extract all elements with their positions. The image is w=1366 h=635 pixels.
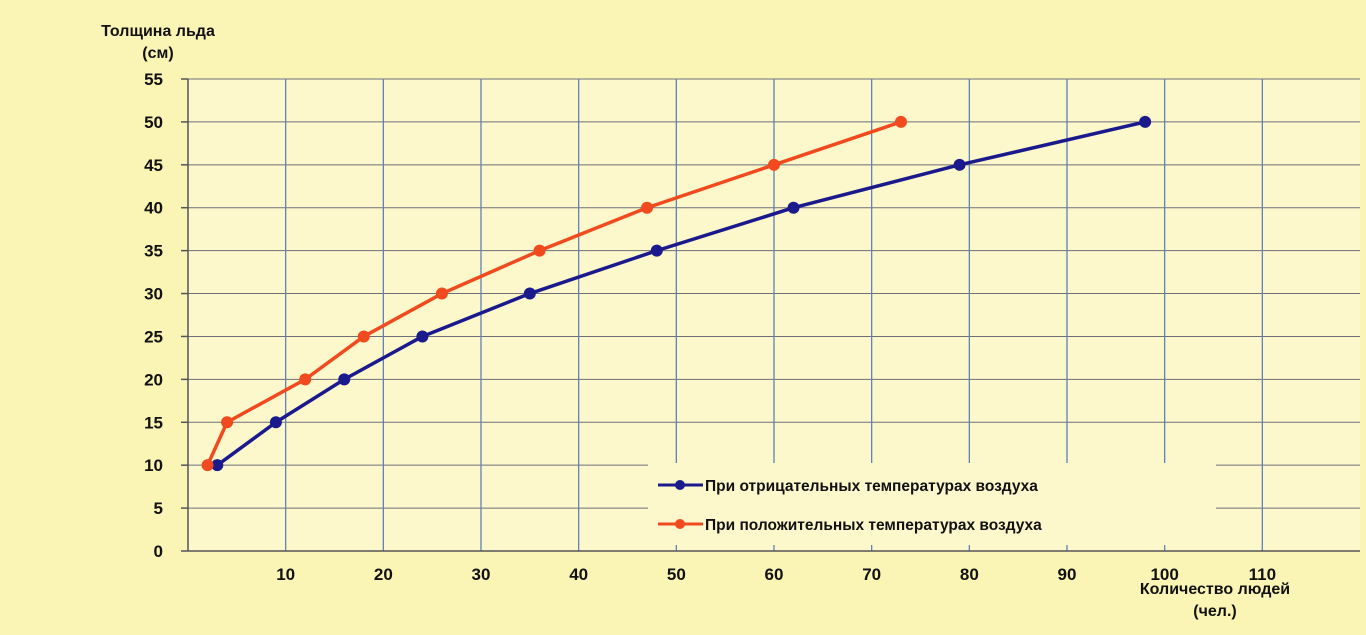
x-tick-label: 80 <box>960 565 979 584</box>
data-point <box>435 287 448 300</box>
x-tick-label: 50 <box>667 565 686 584</box>
data-point <box>768 158 780 171</box>
series-negative <box>211 115 1152 472</box>
data-point <box>523 287 536 300</box>
y-tick-label: 10 <box>144 456 163 475</box>
x-tick-label: 100 <box>1150 565 1178 584</box>
y-tick-label: 0 <box>154 542 163 561</box>
legend-label-positive: При положительных температурах воздуха <box>705 517 1042 534</box>
x-axis-label-line2: (чел.) <box>1193 603 1236 620</box>
y-tick-label: 30 <box>144 285 163 304</box>
data-point <box>650 244 663 257</box>
x-tick-label: 110 <box>1249 565 1276 584</box>
data-point <box>416 330 429 343</box>
series-positive <box>201 115 907 472</box>
y-tick-label: 5 <box>154 499 163 518</box>
legend-marker-positive <box>675 519 685 529</box>
y-axis-label-line1: Толщина льда <box>101 23 215 40</box>
x-tick-label: 70 <box>862 565 881 584</box>
x-axis-label-line1: Количество людей <box>1140 581 1290 598</box>
data-point <box>533 244 546 257</box>
y-tick-label: 40 <box>144 199 163 218</box>
legend-marker-negative <box>675 480 685 490</box>
data-point <box>1139 115 1152 128</box>
x-tick-label: 20 <box>374 565 393 584</box>
y-tick-label: 20 <box>144 370 163 389</box>
x-tick-label: 60 <box>765 565 784 584</box>
axes: 0 5 10 15 20 25 30 35 40 45 50 55 10 20 30 40 50 60 70 80 90… <box>144 70 1360 584</box>
x-tick-label: 90 <box>1058 565 1077 584</box>
y-tick-label: 55 <box>144 70 163 89</box>
series-layer <box>201 115 1152 472</box>
x-tick-label: 30 <box>472 565 491 584</box>
data-point <box>787 201 800 214</box>
y-tick-label: 35 <box>144 242 163 261</box>
data-point <box>299 373 312 386</box>
y-tick-label: 45 <box>144 156 163 175</box>
data-point <box>641 201 654 214</box>
y-tick-label: 25 <box>144 327 163 346</box>
x-tick-label: 10 <box>276 565 295 584</box>
legend: При отрицательных температурах воздуха П… <box>648 463 1216 545</box>
data-point <box>953 158 966 171</box>
x-tick-label: 40 <box>569 565 588 584</box>
data-point <box>338 373 351 386</box>
data-point <box>201 459 214 472</box>
data-point <box>357 330 370 343</box>
data-point <box>211 459 224 472</box>
y-tick-label: 15 <box>144 413 163 432</box>
legend-box <box>648 463 1216 545</box>
data-point <box>221 416 234 429</box>
legend-label-negative: При отрицательных температурах воздуха <box>705 478 1038 495</box>
data-point <box>894 115 907 128</box>
y-axis-label-line2: (см) <box>142 45 173 62</box>
y-tick-label: 50 <box>144 113 163 132</box>
data-point <box>269 416 282 429</box>
